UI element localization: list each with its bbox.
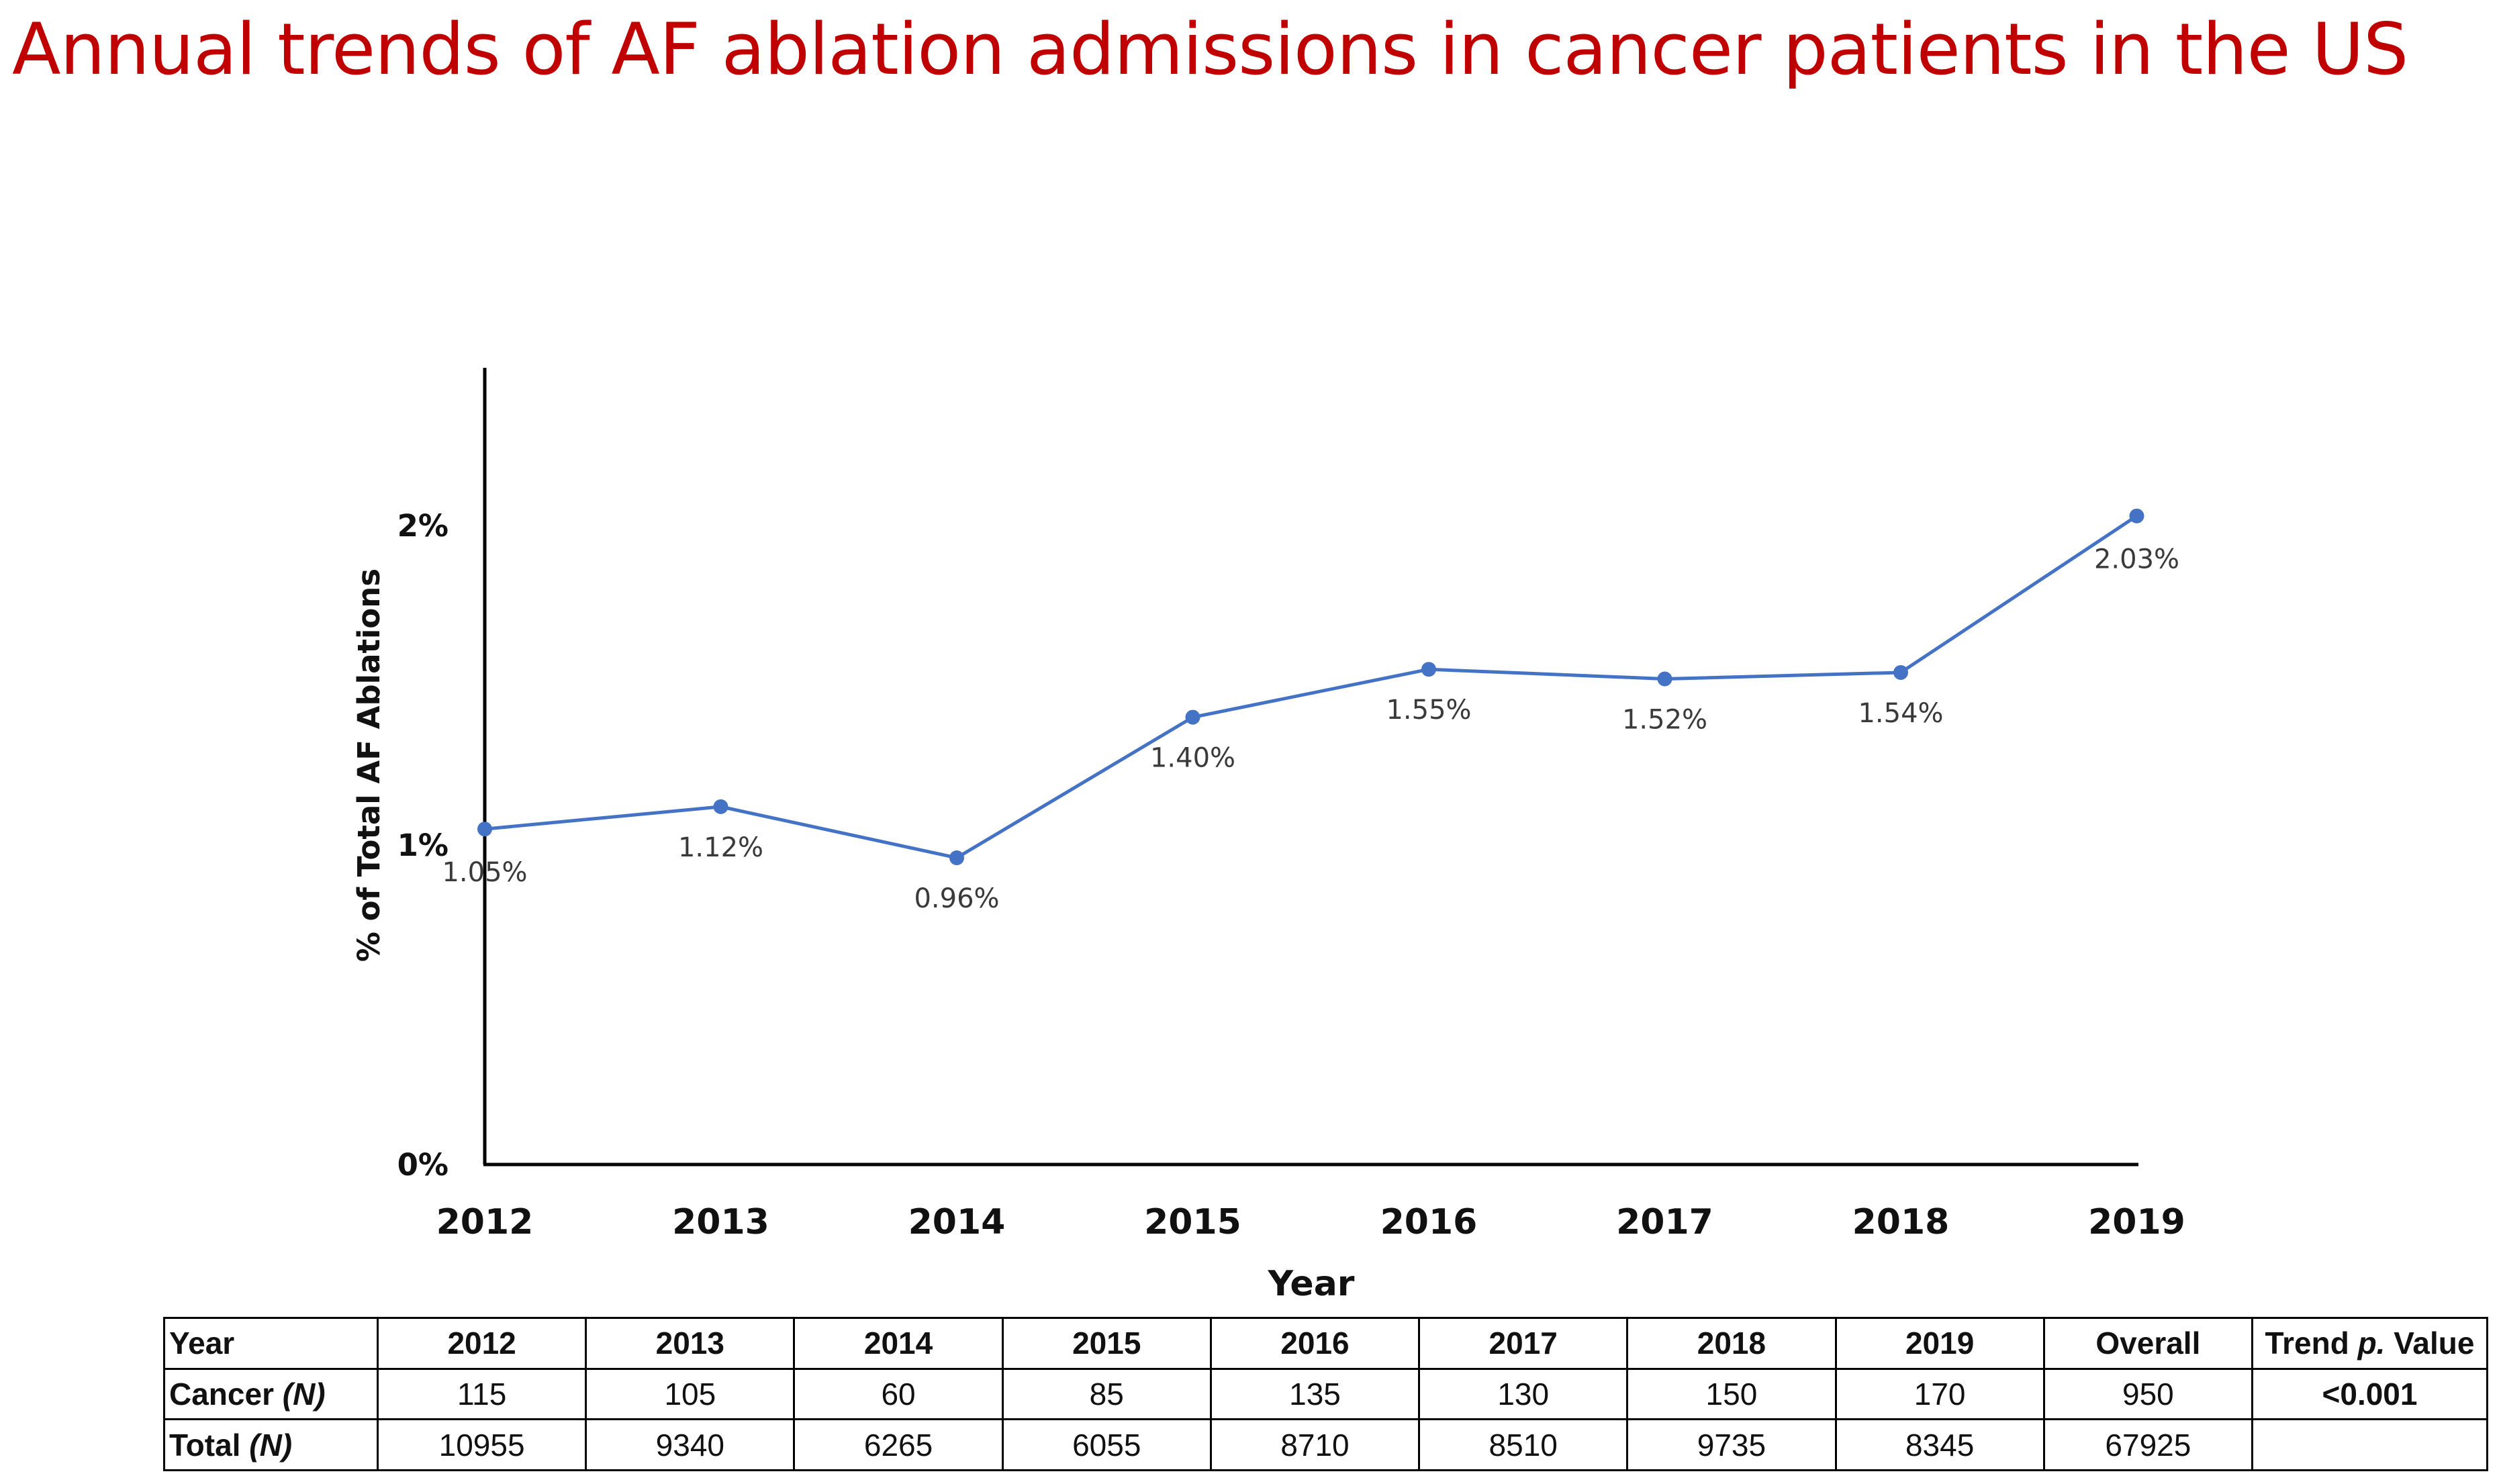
- table-cell: 130: [1418, 1367, 1629, 1421]
- data-label: 1.52%: [1622, 704, 1707, 735]
- table-cell: 8345: [1834, 1418, 2045, 1471]
- data-point: [1185, 709, 1200, 725]
- y-tick-label: 2%: [397, 508, 448, 544]
- trend-header-cell: Trend p. Value: [2251, 1317, 2488, 1370]
- data-point: [477, 822, 492, 837]
- data-label: 1.12%: [678, 832, 763, 863]
- table-cell: 9340: [585, 1418, 796, 1471]
- table-cell: 150: [1626, 1367, 1837, 1421]
- trend-value-cell: <0.001: [2251, 1367, 2488, 1421]
- table-row: Total (N) 10955 9340 6265 6055 8710 8510 9735 83…: [163, 1418, 2488, 1471]
- table-cell: 950: [2042, 1367, 2254, 1421]
- y-axis-label: % of Total AF Ablations: [351, 568, 387, 962]
- x-tick-label: 2013: [672, 1202, 769, 1242]
- table-cell: 10955: [376, 1418, 587, 1471]
- series-layer: [477, 508, 2144, 866]
- table-cell: 115: [376, 1367, 587, 1421]
- y-tick-label: 0%: [397, 1147, 448, 1183]
- table-row: Cancer (N) 115 105 60 85 135 130 150 170 950 <0.00…: [163, 1367, 2488, 1421]
- data-label: 2.03%: [2094, 544, 2179, 575]
- x-tick-label: 2017: [1616, 1202, 1713, 1242]
- x-tick-label: 2018: [1852, 1202, 1950, 1242]
- data-point: [2129, 508, 2144, 524]
- page-title: Annual trends of AF ablation admissions …: [12, 8, 2408, 91]
- trend-header-italic: p.: [2357, 1326, 2386, 1361]
- y-tick-labels: 0% 1% 2%: [397, 508, 448, 1183]
- trend-header-prefix: Trend: [2265, 1326, 2358, 1361]
- x-tick-label: 2016: [1380, 1202, 1478, 1242]
- x-tick-label: 2015: [1144, 1202, 1241, 1242]
- data-label: 1.05%: [442, 857, 527, 888]
- table-cell: 135: [1209, 1367, 1421, 1421]
- table-cell: 9735: [1626, 1418, 1837, 1471]
- trend-value-cell: [2251, 1418, 2488, 1471]
- table-header-cell: Overall: [2042, 1317, 2254, 1370]
- table-header-row: Year 2012 2013 2014 2015 2016 2017 2018 2019 Over…: [163, 1317, 2488, 1370]
- table-cell: 67925: [2042, 1418, 2254, 1471]
- trend-header-suffix: Value: [2385, 1326, 2475, 1361]
- table-header-cell: 2019: [1834, 1317, 2045, 1370]
- table-header-cell: 2017: [1418, 1317, 1629, 1370]
- table-cell: 85: [1001, 1367, 1212, 1421]
- row-label: Total: [169, 1427, 250, 1463]
- table-header-cell: 2015: [1001, 1317, 1212, 1370]
- axes: [483, 368, 2138, 1167]
- row-label: Cancer: [169, 1376, 283, 1412]
- summary-table: Year 2012 2013 2014 2015 2016 2017 2018 2019 Over…: [163, 1317, 2488, 1471]
- data-label: 1.40%: [1150, 743, 1235, 774]
- row-label-italic: (N): [249, 1427, 293, 1463]
- table-header-cell: 2014: [793, 1317, 1004, 1370]
- x-tick-label: 2014: [908, 1202, 1006, 1242]
- row-label-italic: (N): [282, 1376, 326, 1412]
- data-point: [949, 850, 964, 866]
- table-header-cell: 2013: [585, 1317, 796, 1370]
- x-axis-label: Year: [1268, 1264, 1355, 1304]
- data-label: 0.96%: [914, 883, 999, 914]
- data-point: [713, 799, 728, 814]
- table-cell: 170: [1834, 1367, 2045, 1421]
- data-label: 1.55%: [1386, 695, 1471, 726]
- y-tick-label: 1%: [397, 828, 448, 863]
- table-row-header: Total (N): [163, 1418, 379, 1471]
- series-line: [484, 514, 2138, 860]
- table-header-cell: 2012: [376, 1317, 587, 1370]
- data-point: [1421, 662, 1436, 677]
- x-tick-label: 2012: [436, 1202, 534, 1242]
- table-cell: 60: [793, 1367, 1004, 1421]
- data-point: [1657, 671, 1672, 687]
- y-axis-label-group: % of Total AF Ablations: [351, 568, 387, 962]
- data-label: 1.54%: [1858, 698, 1943, 729]
- table-cell: 6055: [1001, 1418, 1212, 1471]
- x-tick-labels: 2012 2013 2014 2015 2016 2017 2018 2019: [436, 1202, 2185, 1242]
- line-chart: % of Total AF Ablations 0%1%2% 2012 2013 2…: [351, 368, 2185, 1304]
- table-cell: 6265: [793, 1418, 1004, 1471]
- x-tick-label: 2019: [2088, 1202, 2185, 1242]
- data-labels: 1.05% 1.12% 0.96% 1.40% 1.55% 1.52% 1.54% 2.03%: [442, 544, 2179, 914]
- table-cell: 105: [585, 1367, 796, 1421]
- table-row-header: Year: [163, 1317, 379, 1370]
- table-cell: 8710: [1209, 1418, 1421, 1471]
- table-cell: 8510: [1418, 1418, 1629, 1471]
- table-header-cell: 2018: [1626, 1317, 1837, 1370]
- table-row-header: Cancer (N): [163, 1367, 379, 1421]
- table-header-cell: 2016: [1209, 1317, 1421, 1370]
- data-point: [1893, 664, 1908, 680]
